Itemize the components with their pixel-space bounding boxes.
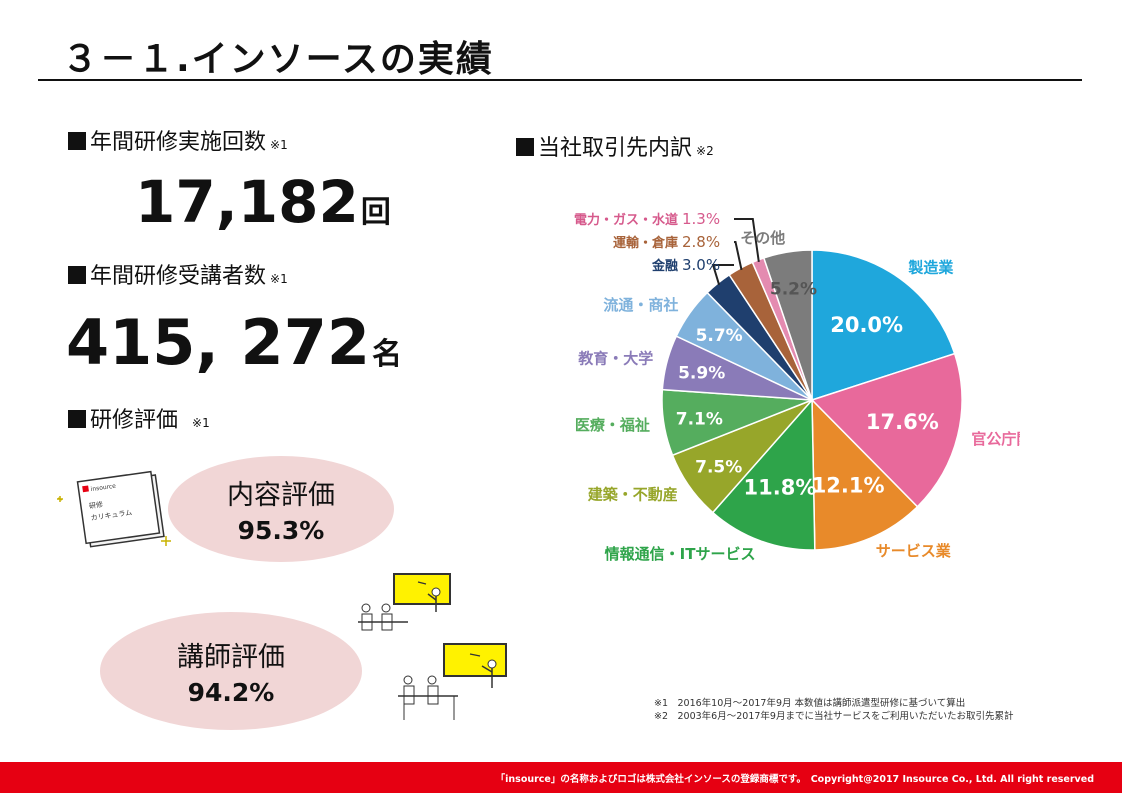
attendee-count-value: 415, 272: [66, 306, 370, 379]
classroom-illustration-icon: [358, 573, 507, 720]
attendee-count-unit: 名: [371, 337, 402, 372]
square-bullet-icon: [68, 410, 86, 428]
square-bullet-icon: [68, 132, 86, 150]
pie-label: 当社取引先内訳: [538, 136, 693, 161]
pie-category-0: 製造業: [907, 258, 954, 276]
instructor-eval-label: 講師評価: [177, 642, 285, 673]
curriculum-book-icon: insource 研修 カリキュラム: [57, 470, 171, 548]
title-rule: [38, 79, 1082, 81]
footnote-2: ※2 2003年6月～2017年9月までに当社サービスをご利用いただいたお取引先…: [654, 711, 1014, 722]
footnotes: ※1 2016年10月～2017年9月 本数値は講師派遣型研修に基づいて算出 ※…: [654, 697, 1013, 723]
footer-text: 「insource」の名称およびロゴは株式会社インソースの登録商標です。 Cop…: [495, 774, 1094, 785]
attendee-count-heading: 年間研修受講者数 ※1: [68, 258, 288, 290]
instructor-eval-value: 94.2%: [187, 678, 275, 707]
pie-category-2: サービス業: [876, 542, 952, 560]
pie-leader-line-8: [711, 264, 734, 286]
pie-value-11: 5.2%: [770, 280, 817, 300]
training-count-note: ※1: [270, 138, 288, 152]
pie-leader-line-10: [734, 218, 760, 263]
pie-note: ※2: [696, 144, 714, 158]
footnote-1: ※1 2016年10月～2017年9月 本数値は講師派遣型研修に基づいて算出: [654, 698, 966, 709]
pie-slice-3: [711, 398, 816, 551]
pie-value-10: 1.3%: [682, 210, 720, 228]
pie-slice-11: [762, 249, 813, 401]
pie-value-9: 2.8%: [682, 233, 720, 251]
content-eval-value: 95.3%: [237, 516, 325, 545]
evaluation-heading: 研修評価 ※1: [68, 402, 210, 434]
instructor-eval-oval: 講師評価 94.2%: [100, 612, 362, 730]
page-title: ３－１.インソースの実績: [62, 39, 494, 80]
pie-slice-2: [811, 398, 919, 551]
training-count-value: 17,182: [135, 168, 359, 236]
book-brand: insource: [90, 483, 116, 494]
pie-category-10: 電力・ガス・水道: [574, 212, 678, 228]
pie-slice-0: [811, 249, 956, 402]
attendee-count-note: ※1: [270, 272, 288, 286]
square-bullet-icon: [68, 266, 86, 284]
pie-category-7: 流通・商社: [603, 296, 678, 314]
pie-value-4: 7.5%: [695, 458, 742, 478]
training-count-value-block: 17,182回: [135, 168, 391, 236]
footer-bar: 「insource」の名称およびロゴは株式会社インソースの登録商標です。 Cop…: [0, 762, 1122, 793]
training-count-heading: 年間研修実施回数 ※1: [68, 124, 288, 156]
pie-category-9: 運輸・倉庫: [613, 235, 678, 251]
content-eval-label: 内容評価: [227, 480, 335, 511]
attendee-count-label: 年間研修受講者数: [90, 264, 267, 289]
pie-value-5: 7.1%: [676, 409, 723, 429]
evaluation-label: 研修評価: [90, 408, 179, 433]
training-count-label: 年間研修実施回数: [90, 130, 267, 155]
pie-value-6: 5.9%: [678, 363, 725, 383]
training-count-unit: 回: [360, 195, 391, 230]
content-eval-oval: 内容評価 95.3%: [168, 456, 394, 562]
attendee-count-value-block: 415, 272名: [66, 306, 402, 379]
pie-value-2: 12.1%: [812, 474, 885, 498]
pie-value-3: 11.8%: [744, 475, 817, 499]
evaluation-note: ※1: [192, 416, 210, 430]
pie-leader-line-9: [734, 241, 743, 271]
pie-value-0: 20.0%: [830, 313, 903, 337]
pie-category-8: 金融: [651, 258, 678, 274]
pie-value-8: 3.0%: [682, 256, 720, 274]
pie-chart: 20.0% 製造業 17.6% 官公庁関連 12.1% サービス業 11.8% 情報通信・IT…: [574, 210, 1020, 563]
pie-category-11: その他: [740, 229, 785, 247]
pie-value-1: 17.6%: [866, 410, 939, 434]
pie-heading: 当社取引先内訳 ※2: [516, 130, 714, 162]
pie-category-6: 教育・大学: [577, 350, 653, 368]
pie-slice-1: [810, 352, 963, 508]
pie-category-3: 情報通信・ITサービス: [605, 545, 756, 563]
pie-category-4: 建築・不動産: [588, 485, 678, 503]
pie-value-7: 5.7%: [696, 326, 743, 346]
pie-category-1: 官公庁関連: [971, 430, 1020, 448]
pie-category-5: 医療・福祉: [575, 416, 650, 434]
book-text-1: 研修: [88, 500, 103, 511]
square-bullet-icon: [516, 138, 534, 156]
